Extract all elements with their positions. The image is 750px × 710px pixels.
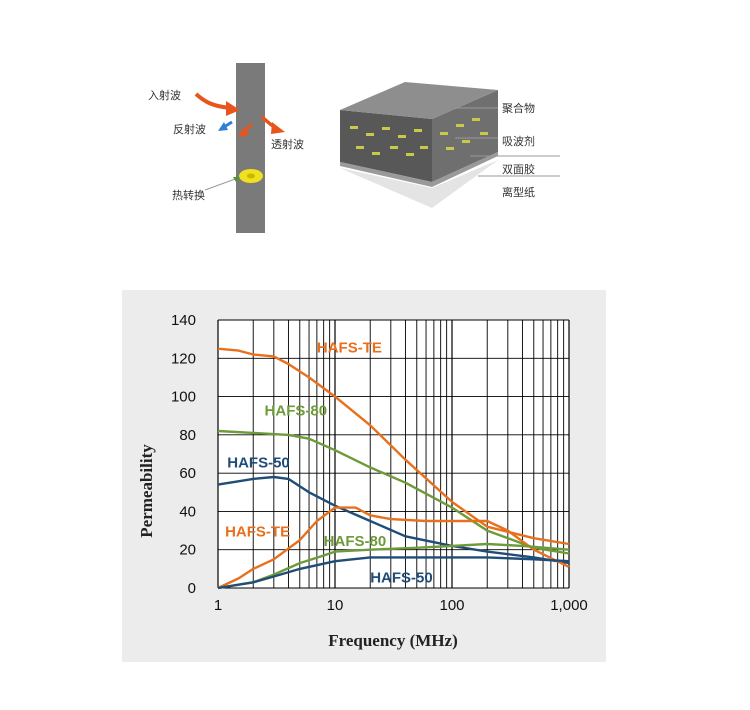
y-tick-label: 60 bbox=[179, 465, 196, 482]
block-top-face bbox=[340, 82, 498, 119]
absorber-diagram: 入射波 反射波 透射波 热转换 聚合物 吸波剂 双面胶 离型纸 bbox=[148, 63, 560, 233]
x-tick-label: 100 bbox=[439, 597, 464, 614]
series-line bbox=[217, 347, 570, 546]
y-tick-label: 140 bbox=[171, 312, 196, 329]
heat-spot-core-icon bbox=[247, 173, 255, 179]
layer-label-tape: 双面胶 bbox=[502, 162, 535, 176]
y-tick-labels: 0 20 40 60 80 100 120 140 bbox=[171, 312, 196, 597]
plot-area bbox=[218, 320, 569, 588]
layer-label-polymer: 聚合物 bbox=[502, 101, 535, 115]
series-label: HAFS-TE bbox=[317, 340, 382, 357]
chart-panel: 1 10 100 1,000 0 20 40 60 80 100 120 140 HAFS-TE HA… bbox=[122, 290, 606, 662]
series-lines bbox=[217, 347, 570, 590]
label-heat: 热转换 bbox=[172, 188, 205, 202]
series-line bbox=[217, 506, 570, 590]
label-reflected: 反射波 bbox=[173, 122, 206, 136]
incident-arrowhead-icon bbox=[226, 101, 240, 116]
x-tick-label: 1,000 bbox=[550, 597, 588, 614]
y-tick-label: 20 bbox=[179, 542, 196, 559]
y-tick-label: 120 bbox=[171, 350, 196, 367]
label-incident: 入射波 bbox=[148, 88, 181, 102]
absorber-wall bbox=[236, 63, 265, 233]
series-label: HAFS-50 bbox=[227, 454, 290, 471]
series-line bbox=[217, 556, 570, 590]
x-axis-title: Frequency (MHz) bbox=[328, 631, 458, 650]
series-line bbox=[217, 475, 570, 565]
absorber-particles bbox=[350, 118, 488, 156]
series-label: HAFS-50 bbox=[370, 569, 433, 586]
x-tick-labels: 1 10 100 1,000 bbox=[214, 597, 588, 614]
chart-grid bbox=[217, 319, 570, 589]
series-label: HAFS-80 bbox=[324, 533, 387, 550]
y-axis-title: Permeability bbox=[137, 444, 156, 538]
x-tick-label: 1 bbox=[214, 597, 222, 614]
series-line bbox=[217, 542, 570, 590]
reflected-arrowhead-icon bbox=[218, 122, 228, 131]
double-sided-tape-layer bbox=[340, 152, 498, 187]
y-tick-label: 100 bbox=[171, 389, 196, 406]
incident-wave-arrow bbox=[194, 92, 231, 110]
y-tick-label: 0 bbox=[188, 580, 196, 597]
heat-pointer-arrowhead-icon bbox=[233, 177, 240, 182]
transmitted-arrowhead-icon bbox=[271, 122, 285, 134]
series-labels: HAFS-TE HAFS-80 HAFS-50 HAFS-TE HAFS-80 HAFS-… bbox=[225, 340, 433, 587]
release-paper-layer bbox=[340, 160, 498, 208]
layer-label-paper: 离型纸 bbox=[502, 185, 535, 199]
series-label: HAFS-80 bbox=[265, 403, 328, 420]
label-transmitted: 透射波 bbox=[271, 137, 304, 151]
y-tick-label: 80 bbox=[179, 427, 196, 444]
layer-label-absorber: 吸波剂 bbox=[502, 134, 535, 148]
y-tick-label: 40 bbox=[179, 503, 196, 520]
block-front-face bbox=[340, 110, 432, 182]
series-line bbox=[217, 429, 570, 555]
block-right-face bbox=[432, 90, 498, 182]
heat-pointer-line bbox=[204, 177, 239, 191]
series-label: HAFS-TE bbox=[225, 523, 290, 540]
inner-arrowhead-icon bbox=[238, 127, 249, 137]
x-tick-label: 10 bbox=[327, 597, 344, 614]
